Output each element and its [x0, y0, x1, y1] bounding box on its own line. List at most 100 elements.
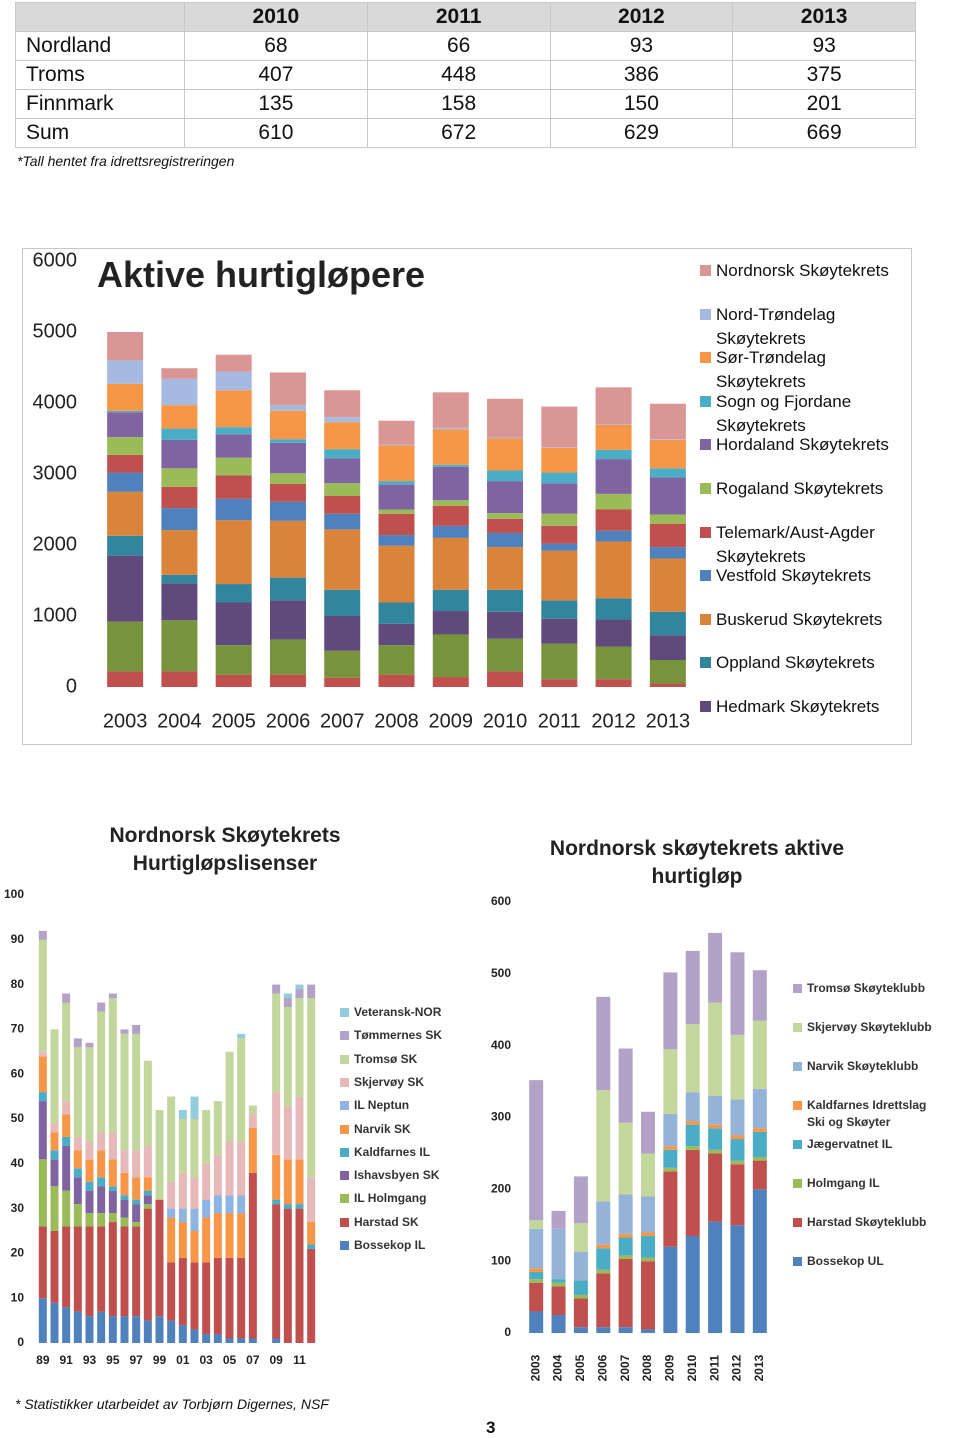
bar-segment [178, 1172, 187, 1209]
legend-swatch [793, 1179, 802, 1188]
bar-segment [167, 1217, 176, 1263]
bar-segment [378, 535, 415, 546]
bar-segment [50, 1132, 59, 1151]
bar-segment [167, 1262, 176, 1321]
table-cell: 68 [184, 31, 368, 61]
bar-segment [618, 1048, 633, 1123]
bar-segment [595, 541, 632, 599]
bar-segment [685, 1149, 700, 1237]
bar-segment [269, 442, 306, 474]
table-cell: 672 [366, 118, 551, 148]
legend-entry: IL Holmgang [340, 1190, 460, 1207]
bar-segment [85, 1190, 94, 1214]
bar-segment [272, 1154, 281, 1200]
bar-segment [120, 1029, 129, 1034]
bar-segment [752, 1160, 767, 1190]
bar-segment [730, 1099, 745, 1136]
bar-segment [237, 1141, 246, 1196]
bar-segment [38, 1051, 47, 1057]
bar-segment [596, 1269, 611, 1274]
bar-segment [378, 484, 415, 510]
bar-segment [529, 1271, 544, 1280]
bar-segment [541, 513, 578, 526]
chart-title: Nordnorsk Skøytekrets Hurtigløpslisenser [109, 824, 341, 875]
legend-label: Jægervatnet IL [807, 1137, 893, 1151]
bar-segment [85, 1141, 94, 1160]
x-tick-label: 2013 [752, 1354, 766, 1381]
bar-segment [38, 939, 47, 1052]
legend-swatch [700, 439, 711, 451]
bar-segment [541, 643, 578, 680]
table-cell: 407 [184, 60, 368, 90]
table-cell: 669 [732, 118, 916, 148]
legend-label: Bossekop UL [807, 1254, 884, 1268]
bar-segment [215, 475, 252, 499]
bar-segment [283, 998, 292, 1007]
bar-segment [237, 1038, 246, 1142]
bar-segment [272, 1204, 281, 1339]
legend-entry: Harstad SK [340, 1214, 460, 1231]
y-tick-label: 90 [11, 932, 25, 946]
bar-segment [573, 1294, 588, 1299]
bar-segment [215, 602, 252, 646]
bar-segment [85, 1213, 94, 1227]
table-cell: 448 [366, 60, 551, 90]
bar-segment [307, 1248, 316, 1343]
bar-segment [143, 1145, 152, 1178]
bar-segment [529, 1311, 544, 1333]
bar-segment [38, 1056, 47, 1093]
bar-segment [596, 1090, 611, 1202]
bar-segment [132, 1316, 141, 1343]
legend-entry: Tromsø Skøyteklubb [793, 980, 933, 997]
bar-segment [663, 1246, 678, 1333]
bar-segment [378, 545, 415, 603]
bar-segment [225, 1141, 234, 1196]
table-cell: 150 [549, 89, 734, 119]
x-tick-label: 2012 [591, 710, 636, 732]
bar-segment [432, 392, 469, 428]
y-tick-label: 30 [11, 1201, 25, 1215]
bar-segment [190, 1208, 199, 1231]
bar-segment [551, 1282, 566, 1287]
legend-swatch [700, 657, 711, 669]
legend-entry: Bossekop UL [793, 1253, 933, 1270]
bar-segment [307, 998, 316, 1178]
legend-label: Sogn og Fjordane Skøytekrets [716, 391, 852, 435]
bar-segment [97, 1011, 106, 1133]
bar-segment [641, 1232, 655, 1237]
y-tick-label: 4000 [33, 391, 78, 413]
bar-segment [62, 1136, 71, 1146]
table-cell: 386 [549, 60, 734, 90]
bar-segment [108, 1159, 117, 1187]
legend-entry: Kaldfarnes IL [340, 1144, 460, 1161]
bar-segment [487, 547, 524, 590]
bar-segment [269, 405, 306, 411]
chart-frame [22, 248, 912, 745]
legend-label: Tromsø Skøyteklubb [807, 981, 926, 995]
bar-segment [143, 1320, 152, 1343]
bar-segment [107, 360, 144, 384]
bar-segment [97, 1226, 106, 1312]
bar-segment [708, 1128, 723, 1150]
bar-segment [324, 449, 361, 459]
table-cell: Finnmark [15, 89, 185, 119]
bar-segment [596, 996, 611, 1091]
bar-segment [324, 677, 361, 687]
bar-segment [432, 429, 469, 465]
bar-segment [432, 537, 469, 590]
footnote: * Statistikker utarbeidet av Torbjørn Di… [15, 1396, 329, 1412]
bar-segment [143, 1177, 152, 1191]
bar-segment [161, 583, 198, 621]
bar-segment [649, 635, 686, 661]
bar-segment [324, 616, 361, 651]
bar-segment [190, 1096, 199, 1119]
header-cell [15, 2, 185, 32]
bar-segment [269, 410, 306, 440]
bar-segment [649, 660, 686, 684]
bar-segment [132, 1199, 141, 1205]
bar-segment [487, 532, 524, 548]
bar-segment [283, 1105, 292, 1160]
legend-swatch [340, 1124, 349, 1134]
bar-segment [107, 437, 144, 455]
bar-segment [213, 1257, 222, 1335]
